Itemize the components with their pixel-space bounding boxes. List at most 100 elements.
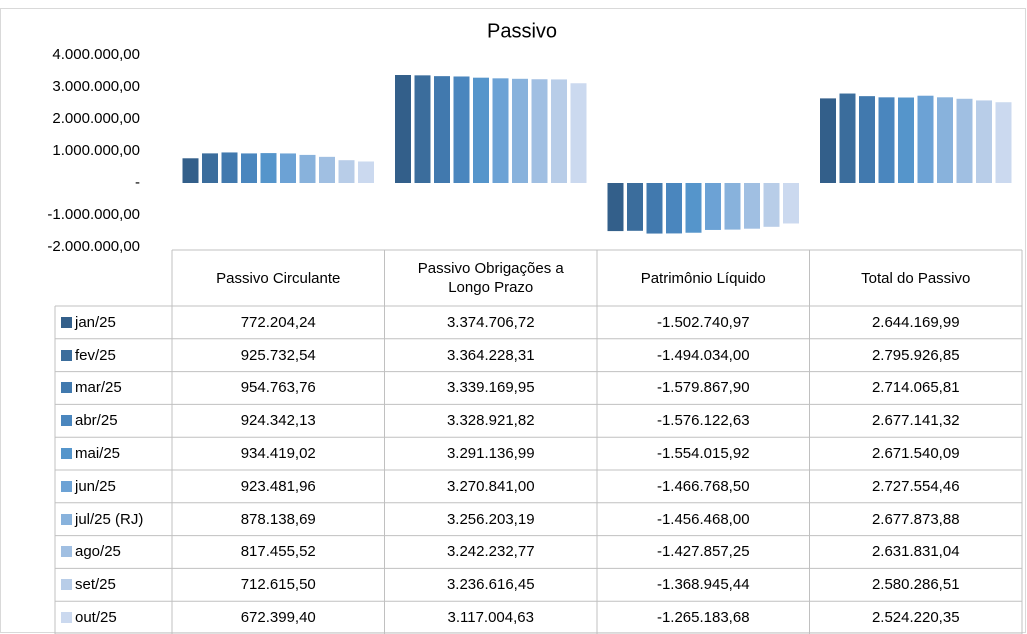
bar (221, 152, 238, 183)
bar (705, 183, 721, 230)
column-header: Passivo Obrigações a Longo Prazo (417, 260, 564, 296)
chart-border (0, 8, 1026, 633)
bar (492, 78, 509, 183)
bar (763, 183, 780, 227)
bar (280, 153, 296, 183)
table-value: 3.117.004,63 (447, 609, 534, 627)
table-value: -1.502.740,97 (656, 313, 750, 331)
table-value: 2.644.169,99 (871, 313, 960, 331)
bar (995, 102, 1012, 183)
table-value: 3.339.169,95 (446, 379, 535, 397)
y-tick-label: - (135, 174, 140, 191)
bar (395, 75, 411, 183)
y-tick-label: 4.000.000,00 (52, 46, 140, 63)
legend-label: fev/25 (75, 346, 116, 364)
legend-label: ago/25 (75, 543, 121, 561)
bar (917, 95, 934, 183)
bar (627, 183, 643, 231)
table-value: 925.732,54 (240, 346, 316, 364)
legend-key (61, 448, 72, 460)
bar (358, 161, 374, 183)
legend-entry: jun/25 (55, 470, 172, 503)
legend-key (61, 415, 72, 427)
bar (434, 76, 450, 183)
bar (839, 93, 856, 183)
chart-title: Passivo (487, 20, 557, 42)
table-value: 934.419,02 (240, 445, 316, 463)
legend-entry: set/25 (55, 568, 172, 601)
legend-entry: out/25 (55, 601, 172, 634)
legend-key (61, 579, 72, 591)
legend-key (61, 382, 72, 394)
table-value: 878.138,69 (240, 510, 316, 528)
bar (685, 183, 702, 233)
bar (744, 183, 760, 229)
legend-entry: mai/25 (55, 437, 172, 470)
bar (299, 154, 316, 183)
legend-label: out/25 (75, 609, 117, 627)
table-value: 3.328.921,82 (446, 412, 535, 430)
table-value: -1.579.867,90 (656, 379, 750, 397)
legend-key (61, 349, 72, 361)
column-header: Passivo Circulante (216, 269, 341, 287)
table-value: -1.494.034,00 (656, 346, 750, 364)
legend-label: mar/25 (75, 379, 122, 397)
table-value: 3.291.136,99 (446, 445, 535, 463)
legend-label: jun/25 (75, 477, 116, 495)
bar (898, 97, 914, 183)
table-value: -1.576.122,63 (656, 412, 750, 430)
legend-label: mai/25 (75, 445, 121, 463)
bar (666, 183, 682, 234)
table-value: 2.727.554,46 (871, 477, 960, 495)
legend-key (61, 480, 72, 492)
bar (646, 183, 663, 234)
y-tick-label: 3.000.000,00 (52, 78, 140, 95)
bar (531, 79, 548, 183)
y-tick-label: 2.000.000,00 (52, 110, 140, 127)
table-value: 2.677.141,32 (871, 412, 960, 430)
table-value: 3.256.203,19 (446, 510, 535, 528)
bar (319, 156, 335, 183)
table-value: 2.631.831,04 (871, 543, 960, 561)
legend-label: jan/25 (75, 313, 116, 331)
table-value: 3.374.706,72 (446, 313, 535, 331)
legend-label: jul/25 (RJ) (75, 510, 144, 528)
table-value: 923.481,96 (240, 477, 316, 495)
bar (937, 97, 953, 183)
table-value: 3.236.616,45 (446, 576, 535, 594)
legend-key (61, 612, 72, 624)
table-value: 712.615,50 (240, 576, 316, 594)
bar (473, 77, 489, 183)
bar (551, 79, 567, 183)
bar (976, 100, 992, 183)
legend-entry: jul/25 (RJ) (55, 503, 172, 536)
bar (512, 78, 528, 183)
legend-label: set/25 (75, 576, 116, 594)
legend-key (61, 316, 72, 328)
bar (859, 96, 875, 183)
bar (260, 153, 277, 183)
bar (878, 97, 895, 183)
bar (783, 183, 799, 224)
y-tick-label: -1.000.000,00 (47, 206, 140, 223)
legend-entry: abr/25 (55, 404, 172, 437)
table-value: 772.204,24 (240, 313, 316, 331)
column-header: Total do Passivo (861, 269, 971, 287)
table-value: 817.455,52 (240, 543, 316, 561)
bar (453, 76, 470, 183)
table-value: 954.763,76 (240, 379, 316, 397)
table-value: -1.554.015,92 (656, 445, 750, 463)
legend-entry: fev/25 (55, 339, 172, 372)
table-value: 924.342,13 (240, 412, 316, 430)
bar (570, 83, 587, 183)
table-value: 2.677.873,88 (871, 510, 960, 528)
y-tick-label: -2.000.000,00 (47, 238, 140, 255)
bar (182, 158, 199, 183)
table-value: -1.427.857,25 (656, 543, 750, 561)
table-value: 2.795.926,85 (871, 346, 960, 364)
bar (607, 183, 624, 232)
table-value: 672.399,40 (240, 609, 316, 627)
bar (820, 98, 836, 183)
